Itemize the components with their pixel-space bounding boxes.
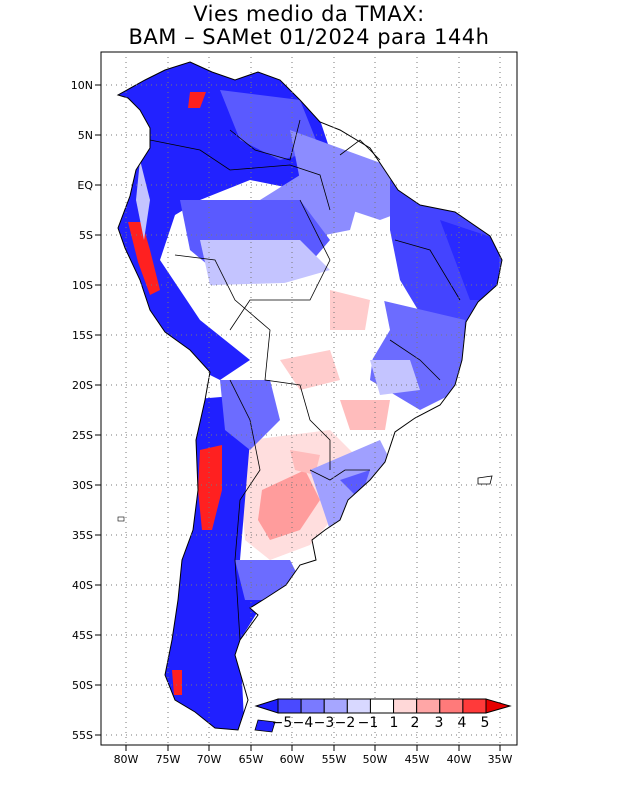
chart-title-line1: Vies medio da TMAX: [193, 2, 425, 26]
region-chile-hot [198, 445, 222, 530]
lat-tick-label: 5N [78, 129, 93, 142]
lon-tick-label: 40W [447, 753, 472, 766]
lon-tick-label: 50W [363, 753, 388, 766]
axis-ticks [95, 84, 501, 751]
colorbar-swatch [323, 698, 348, 714]
colorbar-label: 5 [481, 715, 490, 731]
colorbar-label: −4 [293, 715, 314, 731]
tierra-del-fuego [254, 719, 276, 733]
lat-tick-label: 40S [72, 579, 93, 592]
lon-labels: 80W 75W 70W 65W 60W 55W 50W 45W 40W 35W [114, 753, 513, 766]
colorbar-swatch [462, 698, 487, 714]
country-borders [149, 119, 461, 641]
lat-tick-label: 10S [72, 279, 93, 292]
region-patagonia-cold [160, 395, 275, 730]
colorbar-swatch [346, 698, 371, 714]
colorbar-arrow-right [485, 698, 512, 714]
colorbar-label: −3 [314, 715, 335, 731]
colorbar-label: 2 [411, 715, 420, 731]
lat-labels: 10N 5N EQ 5S 10S 15S 20S 25S 30S 35S 40S… [71, 79, 94, 742]
lat-tick-label: 35S [72, 529, 93, 542]
region-peru-hot [128, 222, 160, 295]
colorbar-swatch [416, 698, 441, 714]
lat-tick-label: 25S [72, 429, 93, 442]
gridlines [101, 52, 517, 745]
colorbar-swatch [277, 698, 302, 714]
colorbar-swatch [439, 698, 464, 714]
lat-tick-label: 15S [72, 329, 93, 342]
colorbar-swatch [393, 698, 418, 714]
island-outline-pacific [117, 516, 125, 522]
region-central-lightcold [200, 240, 330, 290]
colorbar-label: 4 [458, 715, 467, 731]
lon-tick-label: 80W [114, 753, 139, 766]
lat-tick-label: 5S [79, 229, 93, 242]
lon-tick-label: 45W [405, 753, 430, 766]
lon-tick-label: 35W [488, 753, 513, 766]
colorbar-swatch [369, 698, 395, 714]
colorbar-label: 1 [390, 715, 399, 731]
lon-tick-label: 75W [156, 753, 181, 766]
lon-tick-label: 65W [239, 753, 264, 766]
lat-tick-label: 50S [72, 679, 93, 692]
lon-tick-label: 55W [322, 753, 347, 766]
region-andes-cold [118, 90, 250, 380]
lon-tick-label: 70W [197, 753, 222, 766]
colorbar: −5 −4 −3 −2 −1 1 2 3 4 5 [254, 698, 512, 731]
colorbar-label: −5 [272, 715, 293, 731]
lat-tick-label: 45S [72, 629, 93, 642]
colorbar-label: −2 [335, 715, 356, 731]
lat-tick-label: 20S [72, 379, 93, 392]
lat-tick-label: 30S [72, 479, 93, 492]
colorbar-label: 3 [435, 715, 444, 731]
colorbar-label: −1 [358, 715, 379, 731]
lon-tick-label: 60W [280, 753, 305, 766]
lat-tick-label: EQ [77, 179, 93, 192]
lat-tick-label: 10N [71, 79, 93, 92]
chart-title-line2: BAM – SAMet 01/2024 para 144h [128, 25, 490, 49]
region-brazil-warm [330, 290, 370, 330]
island-outline [477, 475, 493, 485]
colorbar-swatch [300, 698, 325, 714]
lat-tick-label: 55S [72, 729, 93, 742]
